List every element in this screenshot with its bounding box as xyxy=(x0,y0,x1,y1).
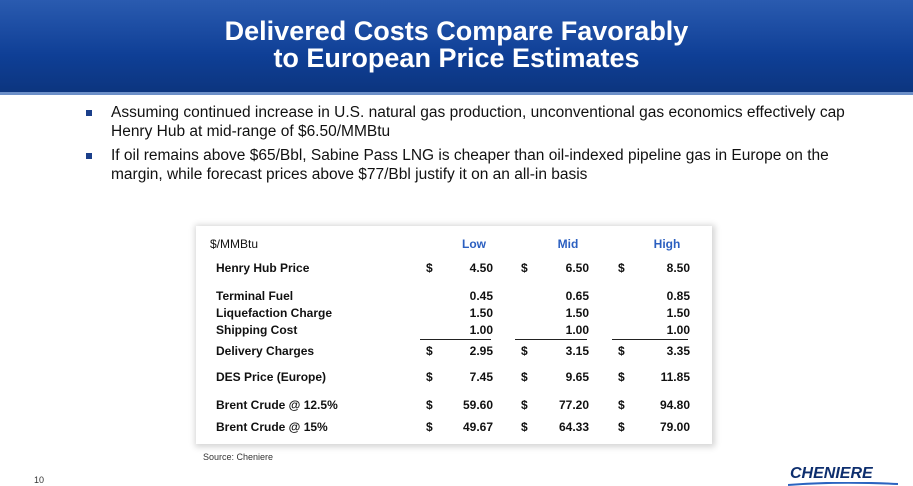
column-header: Low xyxy=(462,237,486,251)
bullet: Assuming continued increase in U.S. natu… xyxy=(111,104,845,140)
header-rule xyxy=(0,92,913,95)
row-label: Terminal Fuel xyxy=(216,289,294,303)
cell-value: 6.50 xyxy=(565,261,589,275)
cell-value: 8.50 xyxy=(666,261,690,275)
logo: CHENIERE xyxy=(790,465,873,482)
currency: $ xyxy=(521,420,528,434)
cell-value: 64.33 xyxy=(558,420,589,434)
cell-value: 1.00 xyxy=(666,323,690,337)
currency: $ xyxy=(521,261,528,275)
unit-label: $/MMBtu xyxy=(210,237,259,251)
bullet-marker xyxy=(86,153,92,159)
source: Source: Cheniere xyxy=(203,452,274,462)
cell-value: 1.50 xyxy=(565,306,589,320)
bullet-marker xyxy=(86,110,92,116)
cell-value: 2.95 xyxy=(469,344,493,358)
table xyxy=(196,226,712,444)
row-label: Henry Hub Price xyxy=(216,261,310,275)
currency: $ xyxy=(521,370,528,384)
currency: $ xyxy=(426,344,433,358)
column-header: High xyxy=(653,237,681,251)
cell-value: 1.50 xyxy=(469,306,493,320)
title: Delivered Costs Compare Favorably xyxy=(224,16,689,46)
column-header: Mid xyxy=(557,237,579,251)
currency: $ xyxy=(426,370,433,384)
currency: $ xyxy=(618,344,625,358)
row-label: Brent Crude @ 12.5% xyxy=(216,398,338,412)
cell-value: 0.45 xyxy=(469,289,493,303)
cell-value: 94.80 xyxy=(659,398,690,412)
header-band xyxy=(0,0,913,92)
row-label: Brent Crude @ 15% xyxy=(216,420,328,434)
currency: $ xyxy=(521,344,528,358)
sum-rule xyxy=(612,339,688,340)
cell-value: 7.45 xyxy=(469,370,493,384)
sum-rule xyxy=(420,339,491,340)
cell-value: 1.00 xyxy=(565,323,589,337)
cell-value: 9.65 xyxy=(565,370,589,384)
row-label: Shipping Cost xyxy=(216,323,298,337)
cell-value: 79.00 xyxy=(659,420,690,434)
cell-value: 11.85 xyxy=(660,370,690,384)
currency: $ xyxy=(618,420,625,434)
cell-value: 59.60 xyxy=(462,398,493,412)
currency: $ xyxy=(521,398,528,412)
sum-rule xyxy=(515,339,587,340)
currency: $ xyxy=(618,261,625,275)
currency: $ xyxy=(426,398,433,412)
title: to European Price Estimates xyxy=(273,43,640,73)
currency: $ xyxy=(618,370,625,384)
cell-value: 1.00 xyxy=(469,323,493,337)
currency: $ xyxy=(618,398,625,412)
cell-value: 3.15 xyxy=(565,344,589,358)
row-label: Delivery Charges xyxy=(216,344,315,358)
row-label: Liquefaction Charge xyxy=(216,306,333,320)
row-label: DES Price (Europe) xyxy=(216,370,327,384)
page-number: 10 xyxy=(34,475,45,485)
cell-value: 1.50 xyxy=(666,306,690,320)
cell-value: 0.65 xyxy=(565,289,589,303)
cell-value: 0.85 xyxy=(666,289,690,303)
cell-value: 49.67 xyxy=(462,420,493,434)
logo-swoosh xyxy=(788,482,898,486)
currency: $ xyxy=(426,261,433,275)
cell-value: 3.35 xyxy=(666,344,690,358)
cell-value: 77.20 xyxy=(558,398,589,412)
bullet: If oil remains above $65/Bbl, Sabine Pas… xyxy=(111,147,829,183)
cell-value: 4.50 xyxy=(469,261,493,275)
currency: $ xyxy=(426,420,433,434)
